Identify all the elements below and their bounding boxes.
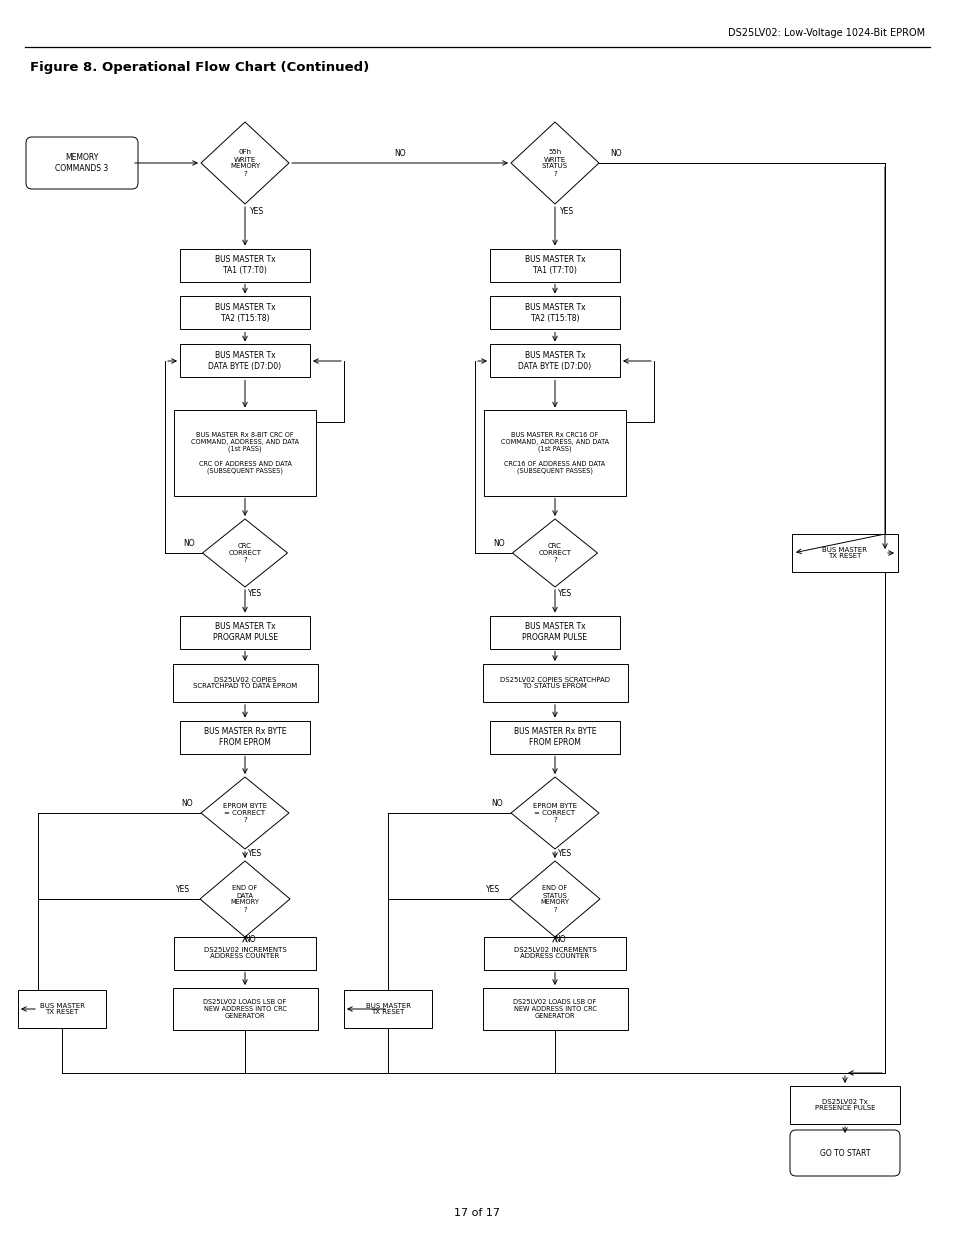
FancyBboxPatch shape xyxy=(789,1086,899,1124)
FancyBboxPatch shape xyxy=(482,664,627,701)
Text: NO: NO xyxy=(183,538,194,547)
Text: EPROM BYTE
= CORRECT
?: EPROM BYTE = CORRECT ? xyxy=(223,803,267,823)
Text: DS25LV02 Tx
PRESENCE PULSE: DS25LV02 Tx PRESENCE PULSE xyxy=(814,1098,874,1112)
Text: NO: NO xyxy=(609,148,621,158)
FancyBboxPatch shape xyxy=(490,345,619,378)
Text: YES: YES xyxy=(558,848,572,857)
Text: BUS MASTER
TX RESET: BUS MASTER TX RESET xyxy=(821,547,866,559)
Text: DS25LV02 LOADS LSB OF
NEW ADDRESS INTO CRC
GENERATOR: DS25LV02 LOADS LSB OF NEW ADDRESS INTO C… xyxy=(203,999,286,1019)
Text: 0Fh
WRITE
MEMORY
?: 0Fh WRITE MEMORY ? xyxy=(230,149,260,177)
Text: BUS MASTER
TX RESET: BUS MASTER TX RESET xyxy=(365,1003,410,1015)
Text: EPROM BYTE
= CORRECT
?: EPROM BYTE = CORRECT ? xyxy=(533,803,577,823)
Polygon shape xyxy=(511,777,598,848)
FancyBboxPatch shape xyxy=(18,990,106,1028)
FancyBboxPatch shape xyxy=(180,296,310,330)
Text: BUS MASTER Tx
TA1 (T7:T0): BUS MASTER Tx TA1 (T7:T0) xyxy=(214,256,275,274)
FancyBboxPatch shape xyxy=(180,345,310,378)
Text: YES: YES xyxy=(175,884,190,893)
Text: CRC
CORRECT
?: CRC CORRECT ? xyxy=(229,543,261,563)
FancyBboxPatch shape xyxy=(180,615,310,648)
Text: NO: NO xyxy=(554,935,565,944)
FancyBboxPatch shape xyxy=(172,988,317,1030)
Text: BUS MASTER
TX RESET: BUS MASTER TX RESET xyxy=(39,1003,85,1015)
Polygon shape xyxy=(202,519,287,587)
Text: DS25LV02: Low-Voltage 1024-Bit EPROM: DS25LV02: Low-Voltage 1024-Bit EPROM xyxy=(727,28,924,38)
Text: 17 of 17: 17 of 17 xyxy=(454,1208,499,1218)
Text: NO: NO xyxy=(491,799,502,808)
FancyBboxPatch shape xyxy=(173,936,315,969)
Text: 55h
WRITE
STATUS
?: 55h WRITE STATUS ? xyxy=(541,149,567,177)
FancyBboxPatch shape xyxy=(792,534,897,572)
Text: YES: YES xyxy=(250,206,264,215)
FancyBboxPatch shape xyxy=(483,410,625,495)
Text: BUS MASTER Rx BYTE
FROM EPROM: BUS MASTER Rx BYTE FROM EPROM xyxy=(204,727,286,747)
Text: DS25LV02 COPIES SCRATCHPAD
TO STATUS EPROM: DS25LV02 COPIES SCRATCHPAD TO STATUS EPR… xyxy=(499,677,609,689)
Polygon shape xyxy=(510,861,599,937)
Text: DS25LV02 INCREMENTS
ADDRESS COUNTER: DS25LV02 INCREMENTS ADDRESS COUNTER xyxy=(513,946,596,960)
FancyBboxPatch shape xyxy=(482,988,627,1030)
Polygon shape xyxy=(201,777,289,848)
Text: YES: YES xyxy=(248,589,262,598)
Text: CRC
CORRECT
?: CRC CORRECT ? xyxy=(537,543,571,563)
Text: BUS MASTER Rx CRC16 OF
COMMAND, ADDRESS, AND DATA
(1st PASS)

CRC16 OF ADDRESS A: BUS MASTER Rx CRC16 OF COMMAND, ADDRESS,… xyxy=(500,432,608,474)
FancyBboxPatch shape xyxy=(180,248,310,282)
Text: BUS MASTER Tx
DATA BYTE (D7:D0): BUS MASTER Tx DATA BYTE (D7:D0) xyxy=(208,351,281,370)
Polygon shape xyxy=(200,861,290,937)
Polygon shape xyxy=(511,122,598,204)
Text: DS25LV02 INCREMENTS
ADDRESS COUNTER: DS25LV02 INCREMENTS ADDRESS COUNTER xyxy=(203,946,286,960)
Text: YES: YES xyxy=(485,884,499,893)
Text: NO: NO xyxy=(394,148,405,158)
Text: BUS MASTER Tx
TA1 (T7:T0): BUS MASTER Tx TA1 (T7:T0) xyxy=(524,256,585,274)
Text: DS25LV02 COPIES
SCRATCHPAD TO DATA EPROM: DS25LV02 COPIES SCRATCHPAD TO DATA EPROM xyxy=(193,677,296,689)
FancyBboxPatch shape xyxy=(490,296,619,330)
Text: GO TO START: GO TO START xyxy=(819,1149,869,1157)
FancyBboxPatch shape xyxy=(490,720,619,753)
Text: YES: YES xyxy=(558,589,572,598)
Polygon shape xyxy=(201,122,289,204)
FancyBboxPatch shape xyxy=(490,248,619,282)
Text: DS25LV02 LOADS LSB OF
NEW ADDRESS INTO CRC
GENERATOR: DS25LV02 LOADS LSB OF NEW ADDRESS INTO C… xyxy=(513,999,596,1019)
Text: BUS MASTER Tx
PROGRAM PULSE: BUS MASTER Tx PROGRAM PULSE xyxy=(213,622,277,642)
Text: NO: NO xyxy=(244,935,255,944)
FancyBboxPatch shape xyxy=(490,615,619,648)
FancyBboxPatch shape xyxy=(172,664,317,701)
Text: NO: NO xyxy=(181,799,193,808)
Text: MEMORY
COMMANDS 3: MEMORY COMMANDS 3 xyxy=(55,153,109,173)
Text: Figure 8. Operational Flow Chart (Continued): Figure 8. Operational Flow Chart (Contin… xyxy=(30,61,369,74)
Text: YES: YES xyxy=(559,206,574,215)
Text: NO: NO xyxy=(493,538,504,547)
FancyBboxPatch shape xyxy=(789,1130,899,1176)
Text: END OF
DATA
MEMORY
?: END OF DATA MEMORY ? xyxy=(231,885,259,913)
Text: END OF
STATUS
MEMORY
?: END OF STATUS MEMORY ? xyxy=(540,885,569,913)
FancyBboxPatch shape xyxy=(26,137,138,189)
Text: BUS MASTER Rx BYTE
FROM EPROM: BUS MASTER Rx BYTE FROM EPROM xyxy=(514,727,596,747)
Text: BUS MASTER Tx
PROGRAM PULSE: BUS MASTER Tx PROGRAM PULSE xyxy=(522,622,587,642)
FancyBboxPatch shape xyxy=(180,720,310,753)
FancyBboxPatch shape xyxy=(483,936,625,969)
Polygon shape xyxy=(512,519,597,587)
FancyBboxPatch shape xyxy=(173,410,315,495)
Text: BUS MASTER Tx
DATA BYTE (D7:D0): BUS MASTER Tx DATA BYTE (D7:D0) xyxy=(517,351,591,370)
Text: YES: YES xyxy=(248,848,262,857)
Text: BUS MASTER Rx 8-BIT CRC OF
COMMAND, ADDRESS, AND DATA
(1st PASS)

CRC OF ADDRESS: BUS MASTER Rx 8-BIT CRC OF COMMAND, ADDR… xyxy=(191,432,298,474)
Text: BUS MASTER Tx
TA2 (T15:T8): BUS MASTER Tx TA2 (T15:T8) xyxy=(524,304,585,322)
Text: BUS MASTER Tx
TA2 (T15:T8): BUS MASTER Tx TA2 (T15:T8) xyxy=(214,304,275,322)
FancyBboxPatch shape xyxy=(344,990,432,1028)
